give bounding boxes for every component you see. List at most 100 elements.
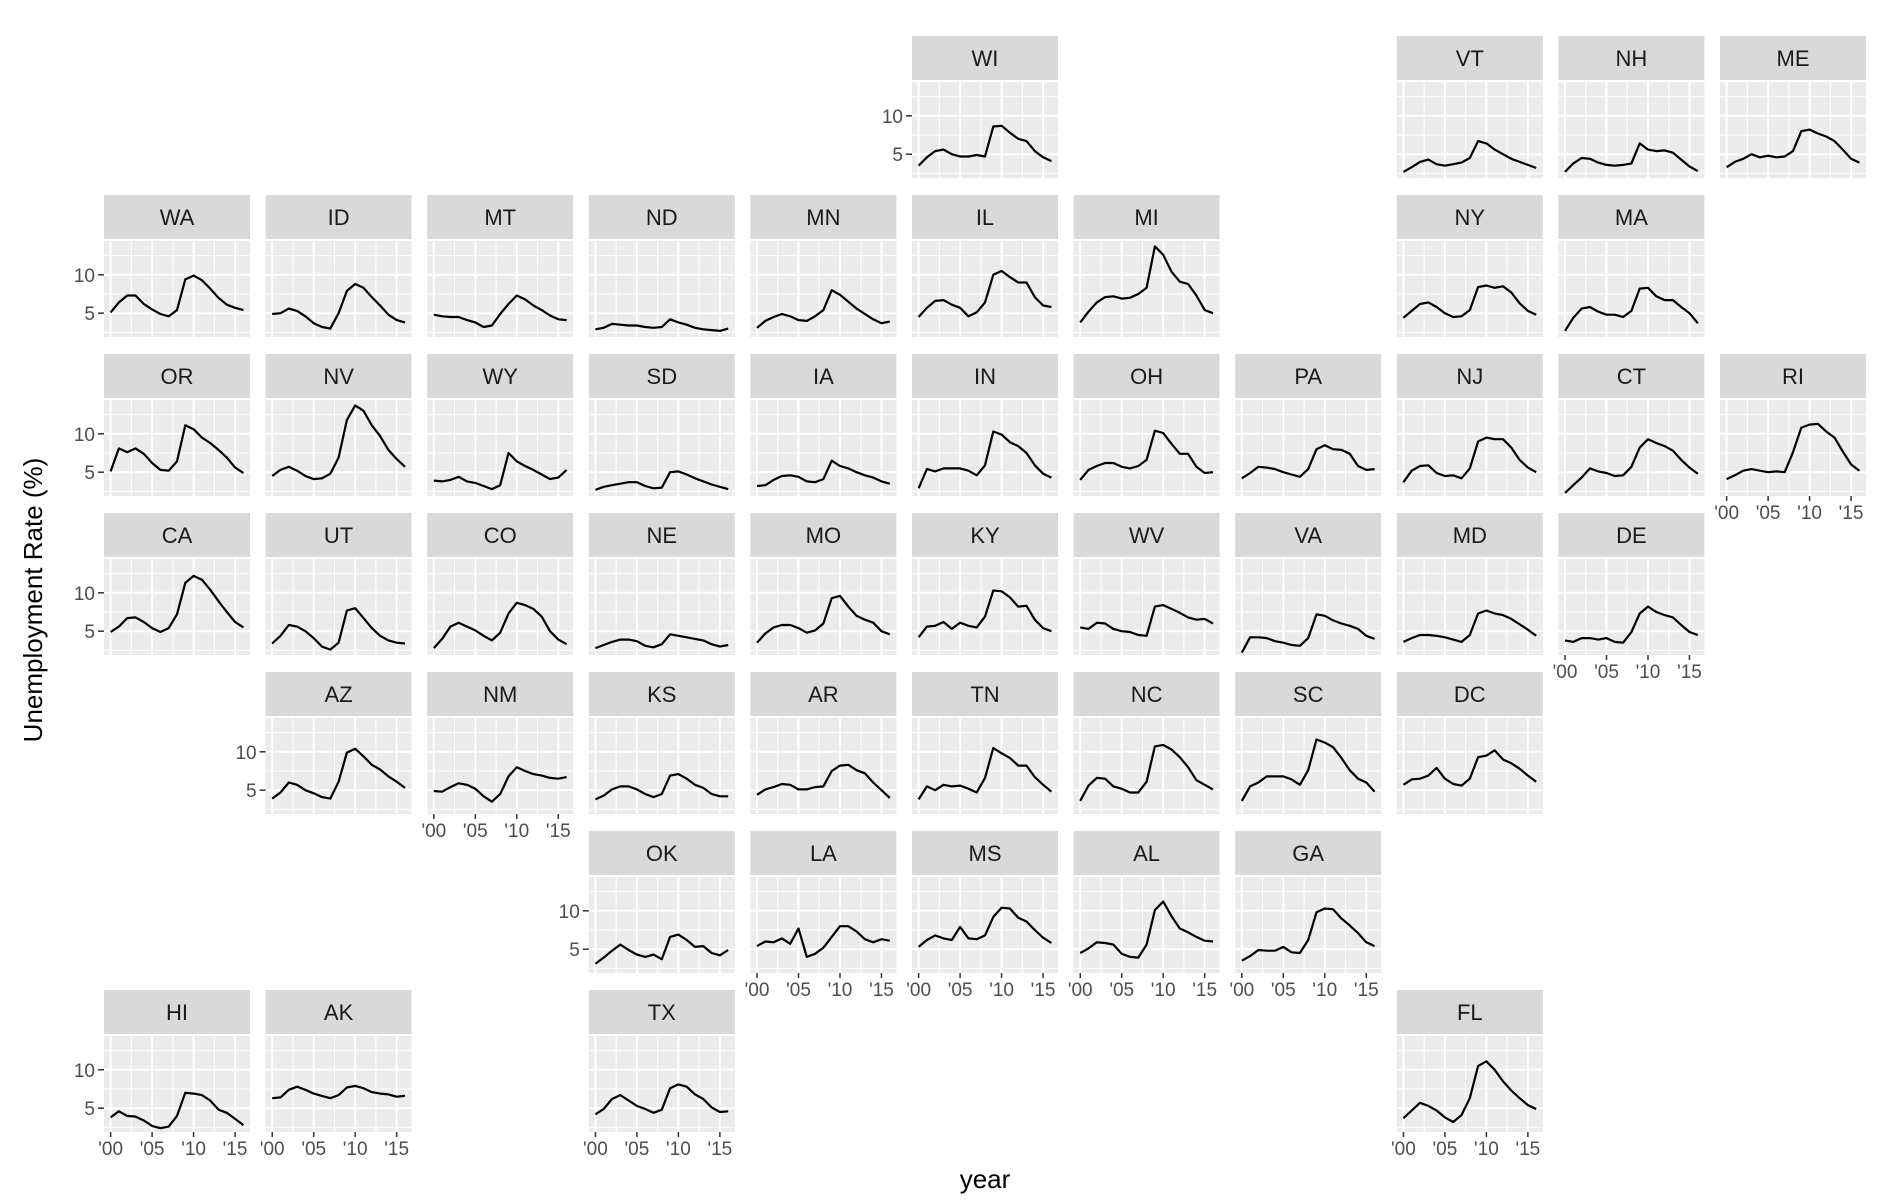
series-line-al — [1079, 900, 1214, 959]
facet-strip — [104, 990, 250, 1034]
series-line-nc — [1079, 743, 1214, 802]
facet-panel-nv: NV — [265, 354, 412, 496]
plot-background — [1073, 400, 1220, 496]
facet-strip — [104, 513, 250, 557]
series-line-nd — [595, 318, 729, 332]
facet-strip — [265, 354, 412, 398]
plot-background — [1720, 82, 1866, 178]
facet-panel-nh: NH — [1558, 36, 1705, 178]
facet-panel-il: IL — [912, 195, 1058, 337]
facet-panel-ri: RI '00 '05 '10 '15 — [1714, 354, 1866, 524]
series-line-ak — [272, 1084, 406, 1100]
plot-background — [104, 400, 250, 496]
facet-strip — [912, 354, 1058, 398]
series-line-hi — [109, 1091, 245, 1130]
plot-background — [104, 559, 250, 655]
series-line-nj — [1402, 436, 1537, 483]
facet-panel-ks: KS — [588, 672, 735, 814]
x-tick-label: '10 — [1797, 503, 1822, 524]
facet-strip-label: WI — [972, 46, 999, 71]
x-tick-label: '00 — [745, 980, 770, 1001]
series-line-vt — [1402, 140, 1537, 173]
facet-panel-sd: SD — [588, 354, 735, 496]
facet-strip-label: AL — [1133, 841, 1160, 866]
facet-panel-mo: MO — [750, 513, 897, 655]
x-tick-label: '15 — [1677, 662, 1702, 683]
x-tick-label: '15 — [869, 980, 894, 1001]
series-line-ms — [917, 906, 1052, 948]
facet-strip-label: OH — [1130, 364, 1163, 389]
facet-strip — [265, 195, 412, 239]
plot-background — [912, 877, 1058, 973]
facet-strip-label: IA — [813, 364, 834, 389]
facet-strip — [1235, 672, 1382, 716]
x-tick-label: '05 — [140, 1139, 165, 1160]
series-line-mn — [756, 289, 891, 329]
facet-strip-label: PA — [1294, 364, 1322, 389]
series-line-pa — [1241, 444, 1375, 480]
series-line-or — [109, 424, 244, 474]
facet-strip — [1396, 672, 1543, 716]
series-line-in — [917, 430, 1052, 489]
facet-strip-label: WA — [160, 205, 195, 230]
facet-strip-label: MT — [484, 205, 516, 230]
facet-strip-label: OK — [646, 841, 678, 866]
facet-panel-fl: FL '00 '05 '10 '15 — [1391, 990, 1543, 1160]
facet-strip-label: ME — [1777, 46, 1810, 71]
plot-background — [427, 559, 574, 655]
facet-strip-label: FL — [1457, 1000, 1483, 1025]
series-line-wa — [109, 274, 244, 318]
facet-strip-label: NC — [1131, 682, 1163, 707]
plot-background — [750, 241, 897, 337]
x-tick-label: '10 — [828, 980, 853, 1001]
plot-background — [104, 241, 250, 337]
facet-strip — [1073, 195, 1220, 239]
facet-panel-wv: WV — [1073, 513, 1220, 655]
x-tick-label: '10 — [181, 1139, 206, 1160]
series-line-wv — [1080, 603, 1214, 637]
y-tick-label: 10 — [74, 1061, 95, 1082]
facet-strip-label: ID — [328, 205, 350, 230]
facet-panel-dc: DC — [1396, 672, 1543, 814]
facet-strip-label: IL — [976, 205, 994, 230]
facet-strip — [1558, 513, 1705, 557]
series-line-mt — [433, 294, 567, 329]
facet-strip-label: VA — [1294, 523, 1322, 548]
plot-background — [427, 718, 574, 814]
series-line-ok — [594, 933, 729, 965]
series-line-oh — [1079, 429, 1214, 481]
facet-strip — [1396, 36, 1543, 80]
plot-background — [1396, 400, 1543, 496]
series-line-me — [1726, 128, 1860, 169]
x-tick-label: '00 — [1068, 980, 1093, 1001]
y-tick-label: 10 — [74, 425, 95, 446]
plot-background — [427, 241, 574, 337]
y-tick-label: 10 — [882, 107, 903, 128]
series-line-ut — [271, 607, 406, 651]
series-line-fl — [1402, 1060, 1537, 1124]
plot-background — [1235, 877, 1382, 973]
plot-background — [1073, 718, 1220, 814]
x-tick-label: '15 — [707, 1139, 732, 1160]
x-tick-label: '15 — [546, 821, 571, 842]
facet-panel-tn: TN — [912, 672, 1058, 814]
series-line-ny — [1402, 284, 1537, 319]
plot-background — [1396, 718, 1543, 814]
plot-background — [588, 718, 735, 814]
facet-strip-label: AZ — [325, 682, 353, 707]
x-tick-label: '10 — [1312, 980, 1337, 1001]
x-tick-label: '15 — [1031, 980, 1056, 1001]
series-line-va — [1240, 613, 1375, 654]
series-line-nv — [271, 404, 406, 481]
facet-strip — [1073, 831, 1220, 875]
facet-panel-ga: GA '00 '05 '10 '15 — [1229, 831, 1382, 1001]
series-line-ne — [595, 633, 729, 650]
facet-strip — [588, 195, 735, 239]
series-line-la — [756, 925, 890, 959]
series-line-ar — [756, 763, 891, 799]
facet-panel-mi: MI — [1073, 195, 1220, 337]
facet-strip-label: WY — [482, 364, 518, 389]
y-tick-label: 10 — [559, 902, 580, 923]
series-line-il — [917, 269, 1052, 318]
facet-strip — [588, 513, 735, 557]
